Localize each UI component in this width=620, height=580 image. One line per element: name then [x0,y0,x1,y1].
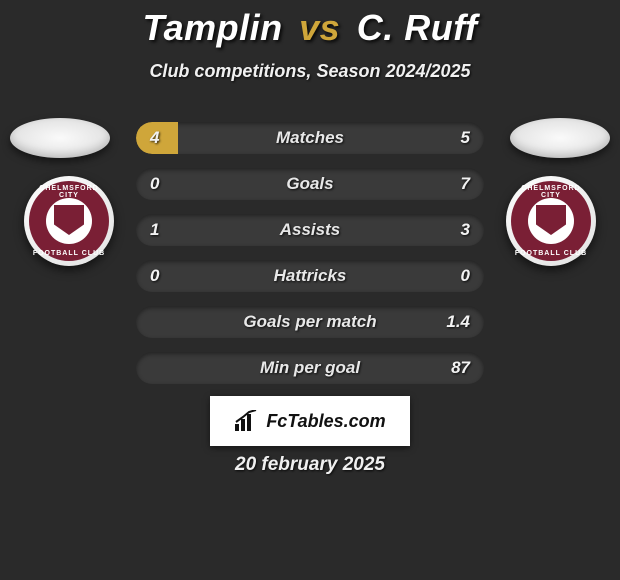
stat-label: Matches [136,128,484,148]
club-arc-top: CHELMSFORD CITY [29,185,109,199]
date-label: 20 february 2025 [0,454,620,476]
stat-value-right: 1.4 [446,312,470,332]
player1-club-badge: CHELMSFORD CITY FOOTBALL CLUB [24,176,114,266]
stat-label: Goals [136,174,484,194]
stat-row: 1Assists3 [136,214,484,246]
player1-avatar [10,118,110,158]
club-arc-bot: FOOTBALL CLUB [29,250,109,257]
branding-badge[interactable]: FcTables.com [210,396,410,446]
stat-value-right: 87 [451,358,470,378]
stat-label: Min per goal [136,358,484,378]
stat-row: Goals per match1.4 [136,306,484,338]
stat-row: Min per goal87 [136,352,484,384]
club-shield-icon [536,205,566,235]
comparison-card: Tamplin vs C. Ruff Club competitions, Se… [0,0,620,580]
club-arc-bot: FOOTBALL CLUB [511,250,591,257]
player1-name: Tamplin [142,7,282,48]
stat-value-right: 3 [461,220,470,240]
player2-avatar [510,118,610,158]
club-badge-ring: CHELMSFORD CITY FOOTBALL CLUB [511,181,591,261]
stat-label: Goals per match [136,312,484,332]
stat-row: 4Matches5 [136,122,484,154]
stat-value-right: 5 [461,128,470,148]
vs-label: vs [299,7,340,48]
player2-name: C. Ruff [357,7,478,48]
fctables-logo-icon [234,410,260,432]
subtitle: Club competitions, Season 2024/2025 [0,61,620,82]
stats-table: 4Matches50Goals71Assists30Hattricks0Goal… [136,122,484,398]
stat-row: 0Hattricks0 [136,260,484,292]
stat-label: Assists [136,220,484,240]
club-badge-ring: CHELMSFORD CITY FOOTBALL CLUB [29,181,109,261]
club-arc-top: CHELMSFORD CITY [511,185,591,199]
stat-label: Hattricks [136,266,484,286]
branding-text: FcTables.com [266,411,385,432]
stat-value-right: 0 [461,266,470,286]
page-title: Tamplin vs C. Ruff [0,7,620,49]
club-shield-icon [54,205,84,235]
stat-value-right: 7 [461,174,470,194]
player2-club-badge: CHELMSFORD CITY FOOTBALL CLUB [506,176,596,266]
stat-row: 0Goals7 [136,168,484,200]
